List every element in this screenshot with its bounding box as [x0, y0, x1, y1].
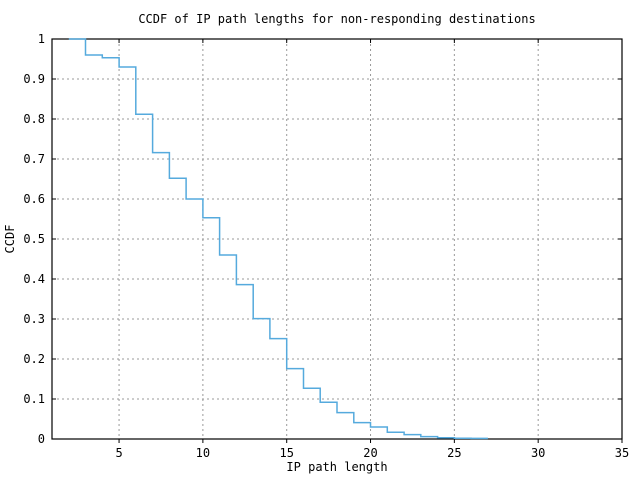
- y-tick-label: 1: [38, 32, 45, 46]
- x-tick-label: 20: [363, 446, 377, 460]
- x-tick-label: 25: [447, 446, 461, 460]
- y-tick-label: 0.4: [23, 272, 45, 286]
- ccdf-step-line: [68, 38, 488, 440]
- gridlines: [52, 39, 622, 439]
- y-tick-label: 0.9: [23, 72, 45, 86]
- y-axis-label: CCDF: [3, 225, 17, 254]
- x-tick-label: 5: [115, 446, 122, 460]
- y-tick-label: 0.6: [23, 192, 45, 206]
- y-tick-label: 0: [38, 432, 45, 446]
- x-tick-label: 10: [196, 446, 210, 460]
- x-tick-label: 35: [615, 446, 629, 460]
- y-tick-label: 0.2: [23, 352, 45, 366]
- y-tick-label: 0.3: [23, 312, 45, 326]
- y-tick-label: 0.8: [23, 112, 45, 126]
- axis-ticks: [52, 38, 623, 443]
- x-tick-label: 30: [531, 446, 545, 460]
- tick-labels: 5 10 15 20 25 30 35 0 0.1 0.2 0.3 0.4 0.5 0.6 0.7 0.8 0.…: [23, 32, 629, 460]
- x-tick-label: 15: [279, 446, 293, 460]
- plot-border: [51, 38, 623, 440]
- chart-title: CCDF of IP path lengths for non-respondi…: [138, 12, 535, 26]
- x-axis-label: IP path length: [286, 460, 387, 474]
- y-tick-label: 0.7: [23, 152, 45, 166]
- y-tick-label: 0.1: [23, 392, 45, 406]
- y-tick-label: 0.5: [23, 232, 45, 246]
